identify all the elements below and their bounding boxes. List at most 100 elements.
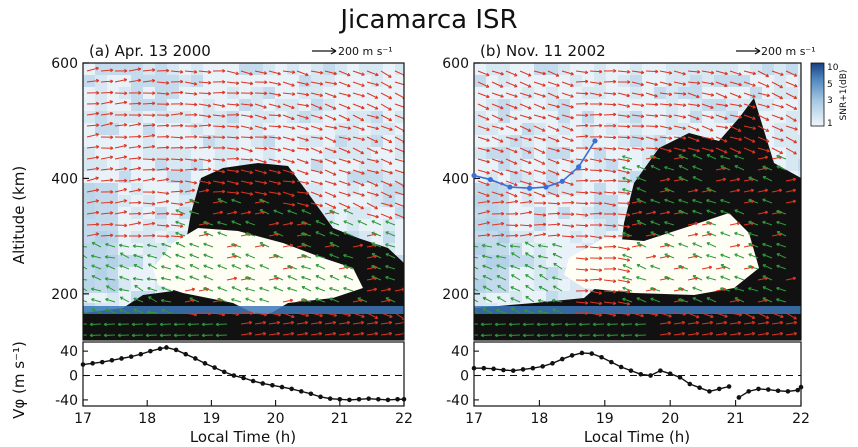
drift-vector xyxy=(617,201,631,206)
drift-vector xyxy=(589,178,603,183)
drift-vector xyxy=(114,91,128,96)
drift-vector xyxy=(575,288,589,293)
drift-vector xyxy=(268,103,281,109)
snr-cell xyxy=(83,75,95,87)
velocity-point xyxy=(766,387,771,392)
drift-vector xyxy=(282,221,294,226)
velocity-point xyxy=(667,371,673,376)
colorbar-tick-10: 10 xyxy=(827,63,839,73)
drift-vector xyxy=(352,331,365,336)
drift-vector xyxy=(259,198,270,204)
snr-cell xyxy=(131,111,143,123)
drift-vector xyxy=(496,309,507,314)
snr-cell xyxy=(690,75,702,87)
drift-vector xyxy=(310,180,323,186)
drift-vector xyxy=(491,103,504,110)
drift-vector xyxy=(659,102,673,107)
drift-vector xyxy=(380,92,393,100)
drift-vector xyxy=(474,299,479,303)
snr-cell xyxy=(594,75,606,87)
drift-vector xyxy=(664,220,675,226)
drift-vector xyxy=(776,165,787,171)
snr-cell xyxy=(774,123,786,135)
drift-vector xyxy=(91,298,102,303)
velocity-point xyxy=(327,396,333,401)
snr-cell xyxy=(558,123,570,135)
drift-vector xyxy=(491,169,504,176)
snr-cell xyxy=(131,231,143,243)
drift-vector xyxy=(310,125,323,131)
drift-vector xyxy=(189,275,200,281)
snr-cell xyxy=(335,63,347,75)
drift-vector xyxy=(603,244,617,249)
drift-vector xyxy=(282,81,295,87)
drift-vector xyxy=(561,92,574,98)
drift-vector xyxy=(128,144,142,149)
y-tick-label: -40 xyxy=(446,393,469,409)
drift-vector xyxy=(212,124,226,129)
snr-cell xyxy=(546,267,558,279)
drift-vector xyxy=(310,158,323,164)
drift-vector xyxy=(553,262,563,270)
snr-cell xyxy=(594,183,606,195)
snr-cell xyxy=(582,123,594,135)
drift-vector xyxy=(184,287,196,292)
drift-vector xyxy=(156,113,170,118)
drift-vector xyxy=(315,254,326,259)
snr-cell xyxy=(558,207,570,219)
drift-vector xyxy=(519,191,532,197)
drift-vector xyxy=(161,265,172,270)
drift-vector xyxy=(631,124,645,129)
drift-vector xyxy=(226,180,239,186)
snr-cell xyxy=(630,135,642,147)
drift-vector xyxy=(519,114,532,120)
drift-vector xyxy=(142,91,156,96)
drift-vector xyxy=(547,169,560,176)
snr-cell xyxy=(726,99,738,111)
drift-vector xyxy=(133,308,144,314)
drift-vector xyxy=(352,169,365,175)
velocity-point xyxy=(164,345,169,350)
drift-vector xyxy=(771,103,784,109)
velocity-point xyxy=(677,375,683,380)
drift-vector xyxy=(170,79,184,84)
drift-vector xyxy=(119,308,130,314)
drift-vector xyxy=(187,322,200,327)
drift-vector xyxy=(385,275,396,281)
drift-vector xyxy=(729,188,741,193)
drift-vector xyxy=(184,312,198,317)
drift-vector xyxy=(505,147,518,154)
drift-vector xyxy=(519,158,532,165)
drift-vector xyxy=(170,101,184,106)
panel-b-xlabel: Local Time (h) xyxy=(584,428,690,446)
y-tick-label: 40 xyxy=(451,344,469,360)
snr-cell xyxy=(83,147,95,159)
snr-cell xyxy=(498,159,510,171)
drift-vector xyxy=(86,78,100,83)
drift-vector xyxy=(338,169,351,175)
drift-vector xyxy=(659,177,671,182)
drift-vector xyxy=(114,68,128,73)
drift-vector xyxy=(240,147,253,153)
drift-vector xyxy=(547,158,560,165)
drift-vector xyxy=(561,191,574,197)
drift-vector xyxy=(161,242,172,248)
drift-vector xyxy=(231,220,242,226)
snr-cell xyxy=(558,111,570,123)
drift-vector xyxy=(505,158,518,165)
velocity-point xyxy=(550,361,555,366)
drift-vector xyxy=(561,234,575,239)
drift-vector xyxy=(785,136,797,144)
drift-vector xyxy=(114,178,128,183)
drift-vector xyxy=(715,114,728,120)
drift-vector xyxy=(650,198,661,204)
drift-vector xyxy=(343,209,354,215)
drift-vector xyxy=(287,209,298,215)
drift-vector xyxy=(366,136,379,143)
drift-vector xyxy=(533,169,546,175)
drift-vector xyxy=(231,298,242,303)
drift-vector xyxy=(254,146,268,151)
drift-vector xyxy=(338,103,351,110)
drift-vector xyxy=(254,312,268,317)
drift-vector xyxy=(86,166,100,171)
